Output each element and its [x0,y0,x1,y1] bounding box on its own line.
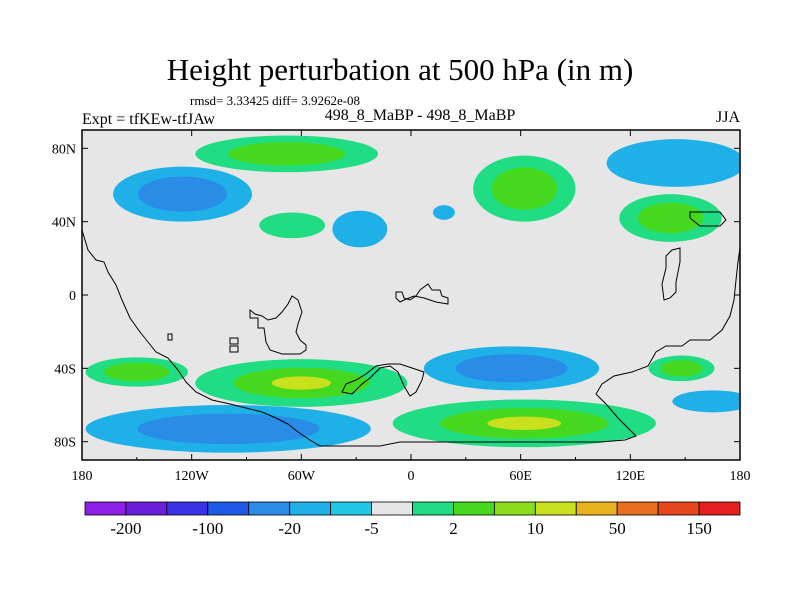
australia-positive-anomaly [648,355,715,382]
north-pacific-negative-anomaly [113,166,252,222]
contour-fill-layer [85,135,740,453]
experiment-label: Expt = tfKEw-tfJAw [82,111,215,128]
lon-tick-label: 120E [616,469,646,484]
north-pacific-negative-level-neg20 [138,176,227,212]
colorbar-swatch [166,501,209,516]
antarctic-east-positive-anomaly [392,399,656,448]
lat-tick-label: 80S [54,436,76,451]
colorbar-swatch [125,501,168,516]
longitude-axis: 180 120W 60W 0 60E 120E 180 [72,130,751,484]
eastern-europe-positive-level-10 [491,167,558,210]
arctic-atlantic-positive-level-10 [228,142,346,166]
mid-atlantic-negative-level-neg5 [432,205,455,220]
colorbar-label: -200 [110,519,141,538]
lon-tick-label: 60W [288,469,316,484]
colorbar-swatch [371,501,413,516]
eastern-europe-positive-anomaly [473,155,576,222]
colorbar-label: 10 [527,519,544,538]
colorbar-label: -5 [364,519,378,538]
antarctic-west-negative-level-neg20 [136,413,320,445]
colorbar-label: -100 [192,519,223,538]
colorbar-label: 150 [686,519,712,538]
colorbar: -200 -100 -20 -5 2 10 50 150 [84,501,741,538]
southeast-pacific-positive-anomaly [85,357,189,387]
colorbar-swatch [207,501,250,516]
lon-tick-label: 180 [730,469,751,484]
colorbar-swatch [575,501,618,516]
colorbar-label: 2 [449,519,458,538]
season-label: JJA [715,109,740,126]
indian-ocean-negative-level-neg20 [455,354,568,383]
colorbar-label: 50 [609,519,626,538]
colorbar-swatch [698,501,741,516]
lat-tick-label: 40S [54,362,76,377]
colorbar-swatch [412,501,454,516]
south-pacific-east-negative-level-neg5 [672,390,740,413]
lon-tick-label: 60E [509,469,532,484]
siberia-negative-anomaly [606,139,740,187]
colorbar-swatch [453,501,495,516]
mid-atlantic-negative-anomaly [432,205,455,220]
plot-title: Height perturbation at 500 hPa (in m) [166,52,634,87]
coastline-layer [82,211,740,447]
colorbar-swatch [289,501,332,516]
lat-tick-label: 0 [69,289,76,304]
antarctic-east-positive-level-50 [487,416,562,431]
latitude-axis: 80N 40N 0 40S 80S [52,142,740,451]
north-atlantic-positive-level-2 [259,212,326,239]
indian-ocean-negative-anomaly [423,346,600,391]
lon-tick-label: 120W [175,469,210,484]
lat-tick-label: 40N [52,216,76,231]
colorbar-swatch [534,501,577,516]
lon-tick-label: 180 [72,469,93,484]
east-asia-positive-anomaly [619,194,722,242]
colorbar-swatch [657,501,700,516]
colorbar-swatch [330,501,372,516]
atlantic-negative-level-neg5 [332,210,388,248]
colorbar-swatch [84,501,127,516]
colorbar-label: -20 [278,519,301,538]
south-pacific-positive-level-50 [271,376,332,390]
siberia-negative-level-neg5 [606,139,740,187]
colorbar-swatch [616,501,659,516]
south-pacific-east-negative-anomaly [672,390,740,413]
arctic-atlantic-positive-anomaly [195,135,379,173]
atlantic-negative-anomaly [332,210,388,248]
lon-tick-label: 0 [408,469,415,484]
case-label: 498_8_MaBP - 498_8_MaBP [324,107,516,124]
north-atlantic-positive-anomaly [259,212,326,239]
australia-positive-level-10 [660,360,703,377]
colorbar-swatch [493,501,536,516]
antarctic-west-negative-anomaly [85,405,371,453]
southeast-pacific-positive-level-10 [104,362,170,382]
stats-label: rmsd= 3.33425 diff= 3.9262e-08 [190,93,361,108]
east-asia-positive-level-10 [637,202,704,234]
south-pacific-positive-anomaly [195,359,408,407]
lat-tick-label: 80N [52,142,76,157]
colorbar-swatch [248,501,291,516]
